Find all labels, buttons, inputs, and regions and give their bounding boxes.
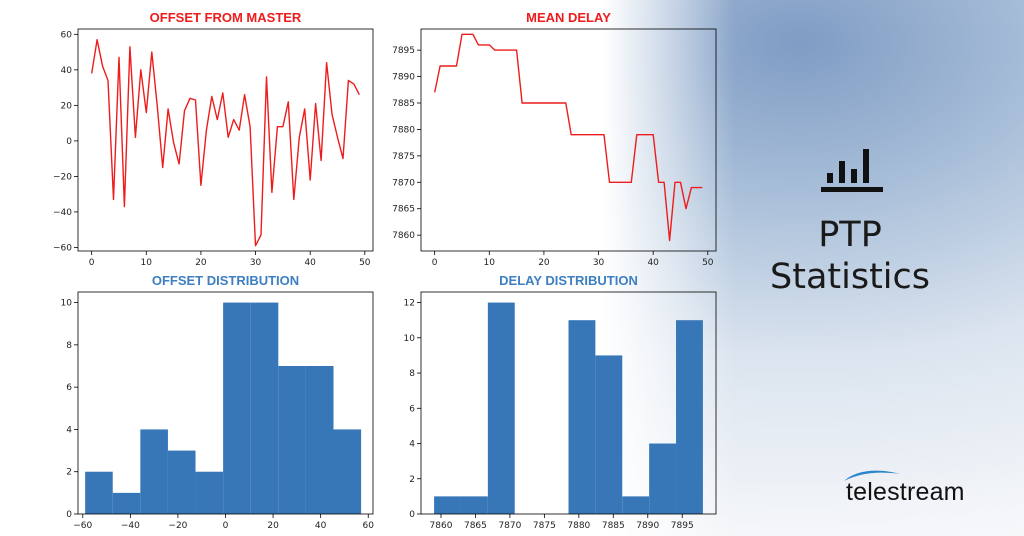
x-tick-label: 60 bbox=[363, 521, 375, 531]
histogram-bar bbox=[460, 496, 488, 514]
y-tick-label: 4 bbox=[66, 425, 72, 435]
x-tick-label: 40 bbox=[315, 521, 327, 531]
series-line bbox=[91, 39, 360, 247]
chart-title: OFFSET DISTRIBUTION bbox=[152, 273, 299, 288]
plot-frame bbox=[420, 291, 717, 515]
y-tick-label: −60 bbox=[53, 243, 72, 253]
x-tick-label: −60 bbox=[73, 521, 92, 531]
histogram-bar bbox=[568, 320, 596, 514]
y-tick-label: 0 bbox=[66, 510, 72, 520]
x-tick-label: 0 bbox=[223, 521, 229, 531]
histogram-bar bbox=[167, 450, 196, 514]
x-tick-label: 7880 bbox=[567, 521, 590, 531]
y-tick-label: 8 bbox=[409, 369, 415, 379]
y-tick-label: 6 bbox=[66, 383, 72, 393]
x-tick-label: 20 bbox=[195, 258, 207, 268]
chart-title: MEAN DELAY bbox=[526, 10, 611, 25]
y-tick-label: 0 bbox=[409, 510, 415, 520]
x-tick-label: 7890 bbox=[636, 521, 659, 531]
x-tick-label: 10 bbox=[484, 258, 496, 268]
y-tick-label: 7880 bbox=[392, 125, 415, 135]
x-tick-label: 0 bbox=[89, 258, 95, 268]
y-tick-label: 2 bbox=[409, 475, 415, 485]
x-tick-label: 20 bbox=[267, 521, 279, 531]
page-title: PTP Statistics bbox=[760, 214, 940, 298]
y-tick-label: 6 bbox=[409, 404, 415, 414]
x-tick-label: 40 bbox=[304, 258, 316, 268]
x-tick-label: 10 bbox=[141, 258, 153, 268]
histogram-bar bbox=[676, 320, 703, 514]
x-tick-label: −20 bbox=[168, 521, 187, 531]
y-tick-label: 7860 bbox=[392, 231, 415, 241]
histogram-bar bbox=[223, 302, 251, 514]
y-tick-label: 10 bbox=[404, 334, 416, 344]
y-tick-label: 10 bbox=[61, 299, 73, 309]
chart-delay-distribution: DELAY DISTRIBUTION 7860 7865 7870 7875 7880 78… bbox=[404, 273, 717, 531]
y-tick-label: 7875 bbox=[392, 152, 415, 162]
x-tick-label: 30 bbox=[593, 258, 605, 268]
histogram-bar bbox=[195, 471, 224, 514]
title-line-2: Statistics bbox=[770, 257, 930, 297]
y-tick-label: 12 bbox=[404, 299, 415, 309]
x-tick-label: −40 bbox=[121, 521, 140, 531]
y-tick-label: −40 bbox=[53, 208, 72, 218]
histogram-bar bbox=[278, 366, 306, 514]
y-tick-label: 8 bbox=[66, 341, 72, 351]
y-tick-label: 7870 bbox=[392, 178, 415, 188]
histogram-bar bbox=[85, 471, 113, 514]
histogram-bar bbox=[305, 366, 334, 514]
y-tick-label: 7865 bbox=[392, 205, 415, 215]
histogram-bar bbox=[622, 496, 650, 514]
x-tick-label: 50 bbox=[702, 258, 714, 268]
x-tick-label: 7875 bbox=[533, 521, 556, 531]
x-tick-label: 7885 bbox=[602, 521, 625, 531]
chart-title: DELAY DISTRIBUTION bbox=[499, 273, 638, 288]
x-tick-label: 40 bbox=[647, 258, 659, 268]
chart-offset-distribution: OFFSET DISTRIBUTION −60 −40 −20 0 20 40 60 0 2 4 6 8… bbox=[61, 273, 375, 531]
y-tick-label: 4 bbox=[409, 440, 415, 450]
histogram-bar bbox=[140, 429, 168, 514]
histogram-bar bbox=[434, 496, 461, 514]
y-tick-label: 7885 bbox=[392, 99, 415, 109]
chart-title: OFFSET FROM MASTER bbox=[150, 10, 302, 25]
logo-swoosh-icon bbox=[844, 470, 900, 481]
x-tick-label: 7860 bbox=[430, 521, 453, 531]
plot-frame bbox=[420, 28, 717, 252]
y-tick-label: 7895 bbox=[392, 46, 415, 56]
chart-offset-from-master: OFFSET FROM MASTER 0 10 20 30 40 50 −60 −40 −20 0 2… bbox=[53, 10, 374, 268]
y-tick-label: 60 bbox=[61, 30, 73, 40]
title-line-1: PTP bbox=[818, 215, 882, 255]
plot-frame bbox=[77, 28, 374, 252]
histogram-bar bbox=[250, 302, 279, 514]
series-line bbox=[434, 33, 703, 242]
histogram-bar bbox=[649, 443, 677, 514]
histogram-bar bbox=[487, 302, 515, 514]
x-tick-label: 7865 bbox=[464, 521, 487, 531]
x-tick-label: 50 bbox=[359, 258, 371, 268]
logo-text: telestream bbox=[846, 478, 965, 506]
histogram-bar bbox=[112, 492, 141, 514]
telestream-logo: telestream bbox=[840, 468, 990, 508]
x-tick-label: 20 bbox=[538, 258, 550, 268]
y-tick-label: 2 bbox=[66, 468, 72, 478]
y-tick-label: −20 bbox=[53, 172, 72, 182]
y-tick-label: 20 bbox=[61, 101, 73, 111]
chart-mean-delay: MEAN DELAY 0 10 20 30 40 50 7860 7865 7870 7875 788… bbox=[392, 10, 717, 268]
y-tick-label: 40 bbox=[61, 66, 73, 76]
x-tick-label: 7895 bbox=[671, 521, 694, 531]
bar-chart-icon bbox=[821, 149, 883, 192]
histogram-bar bbox=[333, 429, 362, 514]
y-tick-label: 0 bbox=[66, 137, 72, 147]
x-tick-label: 30 bbox=[250, 258, 262, 268]
x-tick-label: 7870 bbox=[498, 521, 521, 531]
histogram-bar bbox=[595, 355, 623, 514]
x-tick-label: 0 bbox=[432, 258, 438, 268]
y-tick-label: 7890 bbox=[392, 73, 415, 83]
